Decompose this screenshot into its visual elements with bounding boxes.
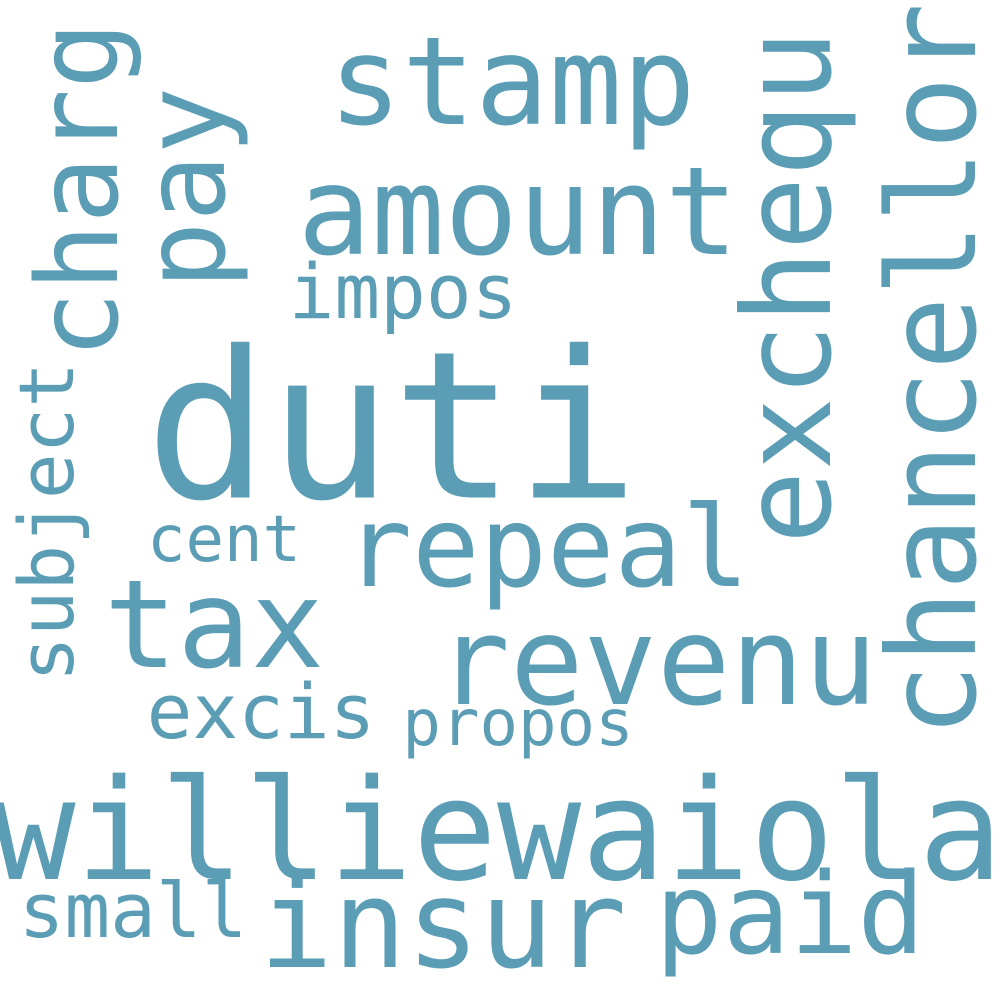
- word-williewaiola: williewaiola: [0, 750, 1000, 913]
- word-chancellor: chancellor: [862, 2, 1000, 738]
- word-exchequ: exchequ: [717, 29, 859, 545]
- word-stamp: stamp: [328, 11, 696, 153]
- word-subject: subject: [2, 361, 91, 683]
- word-repeal: repeal: [344, 483, 750, 613]
- word-small: small: [18, 866, 248, 955]
- word-insur: insur: [259, 854, 627, 996]
- word-cent: cent: [146, 503, 302, 577]
- word-duti: duti: [145, 308, 639, 547]
- word-paid: paid: [655, 850, 925, 980]
- word-tax: tax: [103, 554, 325, 696]
- word-revenu: revenu: [436, 591, 878, 733]
- word-pay: pay: [121, 86, 251, 290]
- word-excis: excis: [146, 667, 376, 756]
- word-propos: propos: [402, 687, 634, 761]
- word-charg: charg: [14, 21, 144, 359]
- word-impos: impos: [288, 247, 518, 336]
- word-amount: amount: [297, 141, 739, 283]
